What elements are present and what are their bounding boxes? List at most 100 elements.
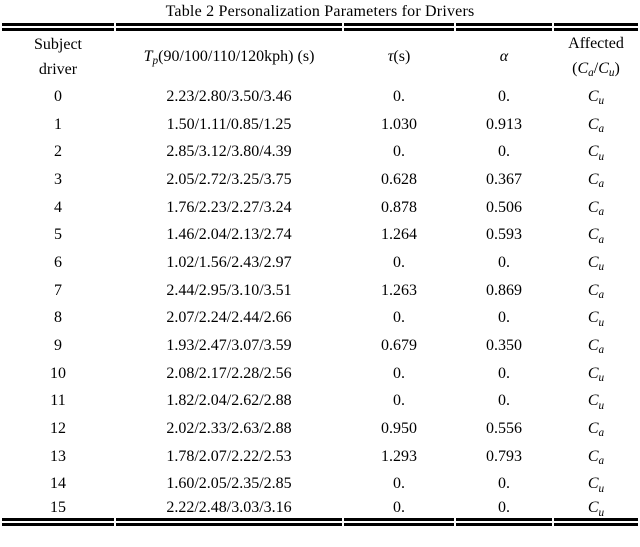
affected-symbol: C [587, 309, 599, 327]
affected-cell: Ca [554, 221, 638, 249]
affected-subscript: u [598, 482, 605, 495]
tau-units: (s) [393, 48, 411, 65]
table-row: 14 1.60/2.05/2.35/2.85 0. 0. Cu [2, 471, 638, 499]
affected-symbol: C [587, 226, 599, 244]
alpha-cell: 0. [498, 392, 510, 410]
affected-symbol: C [587, 87, 599, 105]
tau-cell: 0. [393, 253, 405, 271]
affected-cell: Ca [554, 332, 638, 360]
tp-cell: 1.93/2.47/3.07/3.59 [166, 337, 292, 355]
tau-cell: 1.293 [381, 447, 417, 465]
affected-symbol: C [587, 392, 599, 410]
slash: / [593, 60, 599, 77]
tau-cell: 0.628 [381, 170, 417, 188]
alpha-cell: 0. [498, 143, 510, 161]
col-header-alpha: α [456, 23, 552, 83]
table-row: 7 2.44/2.95/3.10/3.51 1.263 0.869 Ca [2, 277, 638, 305]
table-body: 0 2.23/2.80/3.50/3.46 0. 0. Cu 1 1.50/1.11/0.8… [2, 83, 638, 526]
affected-symbol: C [587, 115, 599, 133]
affected-subscript: a [598, 344, 605, 357]
driver-cell: 13 [50, 447, 66, 465]
affected-symbol: C [587, 253, 599, 271]
driver-cell: 14 [50, 475, 66, 493]
tau-cell: 1.264 [381, 226, 417, 244]
affected-subscript: a [598, 455, 605, 468]
tp-cell: 2.02/2.33/2.63/2.88 [166, 420, 292, 438]
affected-subscript: a [598, 289, 605, 302]
tp-cell: 2.07/2.24/2.44/2.66 [166, 309, 292, 327]
subject-header-line2: driver [38, 61, 78, 78]
affected-cell: Ca [554, 194, 638, 222]
tp-cell: 2.22/2.48/3.03/3.16 [116, 498, 342, 526]
affected-symbol: C [587, 475, 599, 493]
table-row: 1 1.50/1.11/0.85/1.25 1.030 0.913 Ca [2, 111, 638, 139]
affected-symbol: C [587, 499, 599, 517]
driver-cell: 0 [54, 87, 62, 105]
affected-cell: Cu [554, 388, 638, 416]
alpha-cell: 0. [498, 475, 510, 493]
driver-cell: 7 [54, 281, 62, 299]
affected-symbol: C [587, 337, 599, 355]
tp-cell: 1.82/2.04/2.62/2.88 [166, 392, 292, 410]
affected-symbol: C [587, 281, 599, 299]
affected-symbol: C [587, 420, 599, 438]
affected-subscript: a [598, 122, 605, 135]
tau-cell: 0.878 [381, 198, 417, 216]
driver-cell: 1 [54, 115, 62, 133]
affected-symbol: C [587, 170, 599, 188]
affected-subscript: u [598, 316, 605, 329]
affected-symbol: C [587, 143, 599, 161]
table-header: Subject driver Tp(90/100/110/120kph) (s)… [2, 23, 638, 83]
affected-cell: Cu [554, 305, 638, 333]
affected-cell: Cu [554, 249, 638, 277]
affected-subscript: u [598, 95, 605, 108]
table-row: 5 1.46/2.04/2.13/2.74 1.264 0.593 Ca [2, 221, 638, 249]
affected-cell: Ca [554, 277, 638, 305]
affected-cell: Cu [554, 498, 638, 526]
ca-symbol: C [577, 60, 589, 77]
close-paren: ) [614, 60, 620, 77]
table-row: 0 2.23/2.80/3.50/3.46 0. 0. Cu [2, 83, 638, 111]
table-row: 13 1.78/2.07/2.22/2.53 1.293 0.793 Ca [2, 443, 638, 471]
affected-symbol: C [587, 364, 599, 382]
driver-cell: 8 [54, 309, 62, 327]
alpha-cell: 0.367 [486, 170, 522, 188]
tau-cell: 0. [393, 392, 405, 410]
affected-subscript: u [598, 506, 605, 519]
affected-cell: Cu [554, 360, 638, 388]
tau-cell: 0. [393, 87, 405, 105]
tp-symbol: T [143, 48, 153, 65]
table-row: 10 2.08/2.17/2.28/2.56 0. 0. Cu [2, 360, 638, 388]
col-header-subject-driver: Subject driver [2, 23, 114, 83]
col-header-tau: τ(s) [344, 23, 454, 83]
tp-cell: 1.76/2.23/2.27/3.24 [166, 198, 292, 216]
header-row: Subject driver Tp(90/100/110/120kph) (s)… [2, 23, 638, 83]
tp-cell: 1.46/2.04/2.13/2.74 [166, 226, 292, 244]
alpha-cell: 0.869 [486, 281, 522, 299]
table-row: 4 1.76/2.23/2.27/3.24 0.878 0.506 Ca [2, 194, 638, 222]
ca-subscript: a [588, 67, 594, 80]
affected-subscript: a [598, 205, 605, 218]
table-row: 2 2.85/3.12/3.80/4.39 0. 0. Cu [2, 138, 638, 166]
tau-cell: 0. [344, 498, 454, 526]
subject-header-line1: Subject [34, 36, 82, 53]
affected-cell: Ca [554, 166, 638, 194]
tau-cell: 0. [393, 309, 405, 327]
table-row: 3 2.05/2.72/3.25/3.75 0.628 0.367 Ca [2, 166, 638, 194]
affected-cell: Cu [554, 138, 638, 166]
alpha-cell: 0. [456, 498, 552, 526]
table-row: 15 2.22/2.48/3.03/3.16 0. 0. Cu [2, 498, 638, 526]
tp-cell: 2.08/2.17/2.28/2.56 [166, 364, 292, 382]
tp-cell: 1.60/2.05/2.35/2.85 [166, 475, 292, 493]
tau-cell: 0. [393, 364, 405, 382]
alpha-cell: 0.350 [486, 337, 522, 355]
tp-cell: 2.85/3.12/3.80/4.39 [166, 143, 292, 161]
tp-cell: 2.44/2.95/3.10/3.51 [166, 281, 292, 299]
table-row: 11 1.82/2.04/2.62/2.88 0. 0. Cu [2, 388, 638, 416]
affected-symbol: C [587, 198, 599, 216]
tau-cell: 1.030 [381, 115, 417, 133]
driver-cell: 3 [54, 170, 62, 188]
driver-cell: 11 [50, 392, 66, 410]
alpha-cell: 0. [498, 253, 510, 271]
tp-cell: 1.50/1.11/0.85/1.25 [166, 115, 292, 133]
